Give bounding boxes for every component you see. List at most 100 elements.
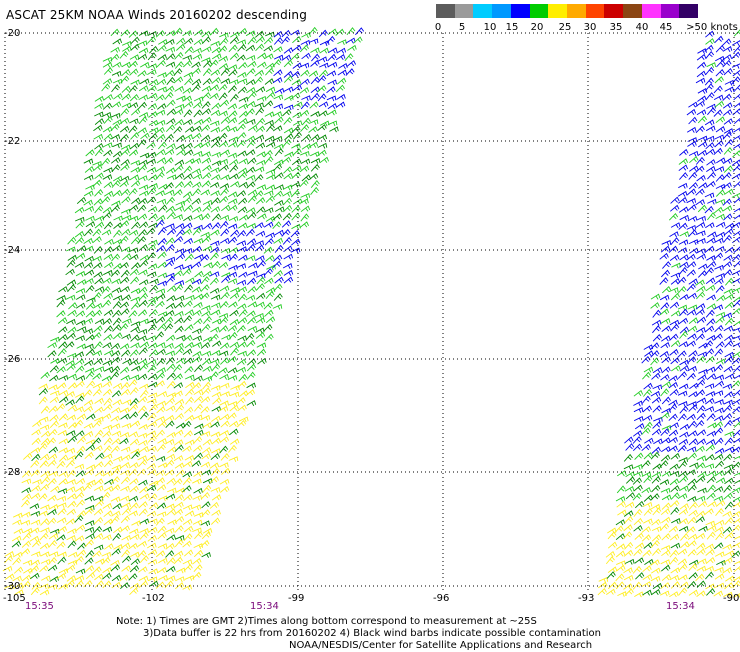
wind-barb (122, 334, 131, 339)
wind-barb (103, 58, 112, 63)
wind-barb (715, 408, 724, 413)
wind-barb (184, 239, 193, 244)
wind-barb (644, 345, 653, 350)
wind-barb (76, 493, 84, 500)
wind-barb (77, 437, 85, 444)
wind-barb (40, 425, 49, 430)
wind-barb (220, 343, 229, 349)
wind-barb (140, 390, 148, 397)
wind-barb (147, 456, 156, 461)
wind-barb (193, 152, 202, 157)
wind-barb (671, 501, 680, 507)
wind-barb (732, 543, 740, 548)
wind-barb (266, 196, 275, 202)
wind-barb (688, 485, 696, 492)
wind-barb (112, 62, 121, 67)
wind-barb (230, 342, 239, 347)
wind-barb (652, 472, 661, 477)
wind-barb (642, 357, 650, 364)
wind-barb (87, 480, 96, 485)
wind-barb (112, 391, 121, 397)
wind-barb (59, 569, 68, 574)
wind-barb (707, 262, 716, 268)
wind-barb (49, 541, 57, 548)
wind-barb (103, 471, 112, 476)
wind-barb (634, 417, 643, 422)
wind-barb (120, 408, 129, 413)
wind-barb (183, 269, 191, 276)
wind-barb (166, 125, 174, 132)
wind-barb (238, 342, 247, 348)
wind-barb (688, 431, 697, 437)
wind-barb (129, 380, 137, 387)
wind-barb (175, 400, 184, 405)
wind-barb (212, 364, 220, 371)
wind-barb (5, 556, 13, 563)
wind-barb (644, 453, 653, 459)
wind-barb (687, 357, 696, 363)
wind-barb (725, 447, 734, 452)
wind-barb (246, 296, 255, 301)
wind-barb (707, 374, 716, 380)
wind-barb (150, 279, 159, 284)
wind-barb (95, 104, 104, 109)
wind-barb (75, 232, 84, 238)
wind-barb (248, 196, 256, 203)
wind-barb (734, 181, 740, 187)
wind-barb (273, 60, 281, 67)
wind-barb (84, 263, 93, 269)
wind-barb (696, 477, 705, 483)
wind-barb (174, 374, 183, 380)
wind-barb (714, 543, 723, 549)
wind-barb (246, 167, 255, 173)
wind-barb (221, 175, 230, 180)
wind-barb (48, 343, 57, 348)
wind-barb (246, 46, 255, 52)
wind-barb (698, 142, 707, 147)
wind-barb (714, 496, 723, 501)
wind-barb (66, 269, 75, 274)
wind-barb (274, 294, 282, 301)
wind-barb (679, 240, 688, 245)
wind-barb (680, 232, 689, 237)
wind-barb (129, 511, 138, 516)
wind-barb (635, 543, 644, 549)
wind-barb (732, 381, 740, 387)
wind-barb (175, 174, 184, 180)
wind-barb (266, 233, 275, 238)
wind-barb (31, 461, 39, 468)
wind-barb (32, 438, 41, 444)
wind-barb (652, 429, 661, 435)
wind-barb (706, 149, 715, 155)
wind-barb (121, 149, 130, 155)
wind-barb (193, 573, 201, 579)
wind-barb (158, 239, 166, 245)
wind-barb (112, 279, 121, 284)
wind-barb (661, 565, 670, 571)
wind-barb (75, 238, 83, 245)
wind-barb (255, 167, 264, 172)
wind-barb (176, 201, 185, 206)
wind-barb (625, 543, 633, 550)
wind-barb (246, 31, 255, 36)
wind-barb (175, 285, 183, 292)
wind-barb (662, 262, 670, 269)
wind-barb (77, 550, 86, 556)
wind-barb (670, 255, 679, 260)
wind-barb (238, 151, 247, 156)
wind-barb (724, 270, 733, 276)
wind-barb (102, 493, 110, 500)
wind-barb (228, 142, 237, 147)
wind-barb (93, 421, 101, 428)
wind-barb (238, 133, 246, 139)
wind-barb (49, 534, 58, 539)
wind-barb (230, 165, 238, 172)
wind-barb (94, 534, 103, 539)
wind-barb (104, 405, 113, 411)
wind-barb (734, 320, 740, 325)
wind-barb (706, 278, 715, 284)
wind-barb (156, 220, 164, 227)
wind-barb (723, 512, 732, 517)
wind-barb (167, 558, 175, 565)
wind-barb (12, 520, 21, 525)
